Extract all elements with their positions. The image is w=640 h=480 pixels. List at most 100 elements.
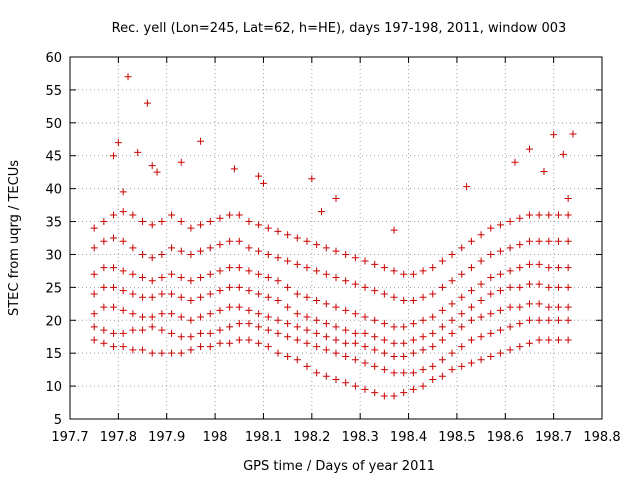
data-point [554,264,562,272]
data-point [264,273,272,281]
data-point [255,221,263,229]
data-point [226,339,234,347]
data-point [545,264,553,272]
data-point [264,250,272,258]
data-point [496,221,504,229]
data-point [168,290,176,298]
data-point [119,208,127,216]
data-point [139,250,147,258]
data-point [525,145,533,153]
data-point [110,343,118,351]
data-point [274,297,282,305]
data-point [129,270,137,278]
data-point [158,290,166,298]
data-point [361,329,369,337]
data-point [313,297,321,305]
data-point [187,277,195,285]
y-tick-label: 40 [45,183,62,198]
data-point [197,329,205,337]
data-point [342,306,350,314]
data-point [371,389,379,397]
data-point [409,385,417,393]
data-point [487,224,495,232]
data-point [400,339,408,347]
plot-frame [69,56,603,420]
data-point [303,313,311,321]
data-point [535,316,543,324]
data-point [564,237,572,245]
data-point [226,211,234,219]
data-point [308,175,316,183]
data-point [380,349,388,357]
data-point [351,310,359,318]
data-point [158,218,166,226]
data-point [293,260,301,268]
data-point [259,179,267,187]
y-axis-label: STEC from uqrg / TECUs [7,160,22,316]
data-point [216,306,224,314]
y-tick-label: 20 [45,314,62,329]
data-point [139,293,147,301]
data-point [332,349,340,357]
data-point [487,310,495,318]
data-point [477,313,485,321]
data-point [245,244,253,252]
data-point [409,320,417,328]
data-point [511,158,519,166]
data-point [458,310,466,318]
data-point [284,257,292,265]
data-point [564,303,572,311]
data-point [110,303,118,311]
data-point [429,313,437,321]
data-point [100,264,108,272]
data-point [139,273,147,281]
data-point [206,343,214,351]
data-point [351,280,359,288]
data-point [438,257,446,265]
data-point [525,316,533,324]
data-point [100,303,108,311]
data-point [419,366,427,374]
data-point [516,214,524,222]
data-point [351,356,359,364]
data-point [187,346,195,354]
data-point [506,303,514,311]
data-point [158,326,166,334]
data-point [245,306,253,314]
data-point [371,316,379,324]
data-point [496,247,504,255]
data-point [148,162,156,170]
y-tick-label: 60 [45,51,62,66]
data-point [235,303,243,311]
data-point [342,326,350,334]
data-point [177,333,185,341]
data-point [448,329,456,337]
data-point [90,270,98,278]
y-tick-label: 30 [45,248,62,263]
data-point [216,326,224,334]
data-point [255,323,263,331]
data-point [245,267,253,275]
data-point [332,247,340,255]
data-point [245,287,253,295]
data-point [139,313,147,321]
data-point [139,346,147,354]
data-point [197,247,205,255]
data-point [545,237,553,245]
data-point [390,293,398,301]
data-point [110,329,118,337]
data-point [153,168,161,176]
data-point [148,254,156,262]
data-point [351,339,359,347]
data-point [322,372,330,380]
data-point [390,392,398,400]
data-point [235,283,243,291]
data-point [255,310,263,318]
data-point [564,336,572,344]
data-point [419,382,427,390]
data-point [458,270,466,278]
data-point [332,273,340,281]
data-point [206,244,214,252]
data-point [429,290,437,298]
